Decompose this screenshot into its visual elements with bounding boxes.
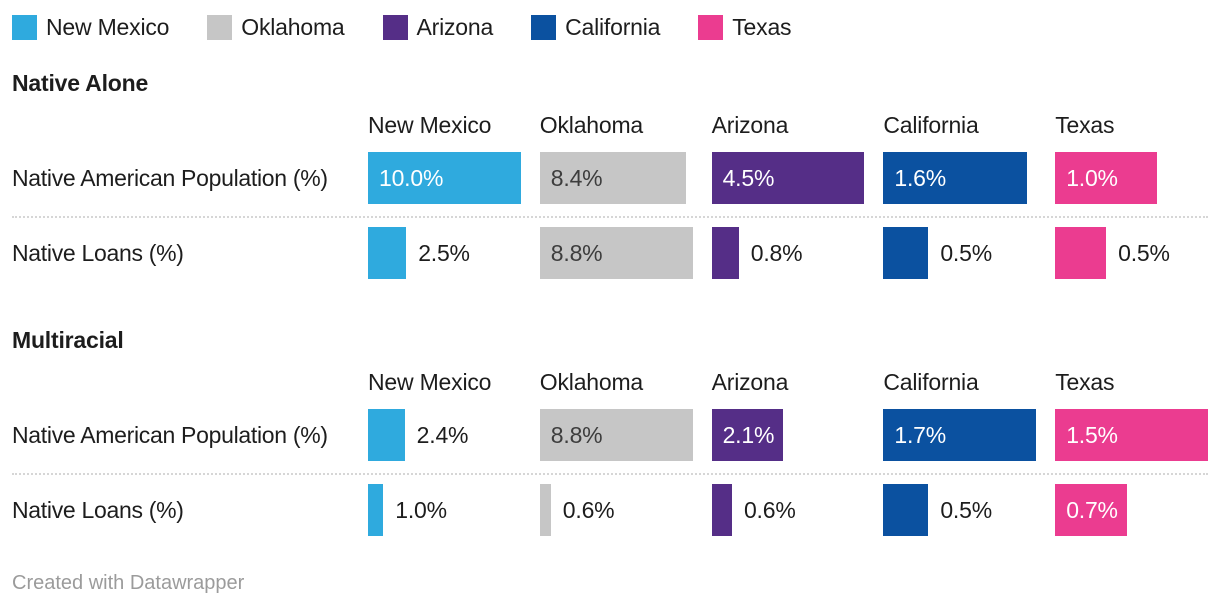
bar-value-label: 0.5% [1118,239,1170,266]
bar-value-label: 0.8% [750,239,803,266]
legend: New Mexico Oklahoma Arizona California T… [12,14,1208,40]
row-separator [12,216,1208,218]
bar: 8.4% [539,152,686,204]
legend-swatch-california [531,14,557,40]
row-label: Native American Population (%) [12,421,328,448]
bar: 2.1% [711,409,783,461]
bar-cell: 8.4% [539,152,693,204]
bar-cell: 0.5% [883,484,1036,536]
column-header: Texas [1055,112,1115,138]
bar: 4.5% [711,152,865,204]
bar [368,227,407,279]
bar-cell: 0.8% [711,227,865,279]
bar: 8.8% [539,409,693,461]
bar: 1.7% [883,409,1037,461]
legend-item-texas: Texas [698,14,792,40]
bar: 1.0% [1055,152,1158,204]
legend-item-new-mexico: New Mexico [12,14,169,40]
footer: Created with Datawrapper [12,572,1208,595]
bar [368,484,384,536]
column-header-row: New Mexico Oklahoma Arizona California T… [12,369,1208,396]
chart-row: Native American Population (%) 10.0% 8.4… [12,152,1208,204]
bar-value-label: 1.0% [395,496,447,523]
legend-label: California [565,14,661,40]
bar: 8.8% [539,227,693,279]
legend-item-arizona: Arizona [382,14,494,40]
legend-label: Oklahoma [241,14,345,40]
bar: 0.7% [1055,484,1127,536]
bar [711,227,739,279]
bar-value-label: 0.5% [940,239,992,266]
column-header: New Mexico [368,112,492,138]
datawrapper-credit-link[interactable]: Created with Datawrapper [12,572,245,594]
bar-value-label: 0.5% [940,496,992,523]
bar-cell: 8.8% [539,227,693,279]
bar [368,409,405,461]
bar-cell: 0.5% [1055,227,1208,279]
column-header: California [883,112,979,138]
column-header: New Mexico [368,369,492,395]
legend-label: New Mexico [46,14,170,40]
bar [711,484,732,536]
chart-row: Native Loans (%) 1.0% 0.6% 0.6% 0.5% 0.7… [12,484,1208,536]
legend-swatch-oklahoma [207,14,233,40]
section-title: Native Alone [12,70,149,96]
chart-row: Native American Population (%) 2.4% 8.8%… [12,409,1208,461]
legend-label: Texas [732,14,792,40]
section-multiracial: Multiracial New Mexico Oklahoma Arizona … [12,327,1208,536]
row-label: Native Loans (%) [12,239,184,266]
bar-cell: 0.7% [1055,484,1208,536]
legend-label: Arizona [416,14,494,40]
legend-item-oklahoma: Oklahoma [207,14,345,40]
bar [1055,227,1107,279]
column-header: Texas [1055,369,1115,395]
bar-value-label: 2.5% [418,239,470,266]
bar [883,484,929,536]
bar-cell: 0.6% [539,484,693,536]
bar-value-label: 2.4% [416,421,469,448]
bar-cell: 1.0% [1055,152,1208,204]
bar-cell: 2.1% [711,409,865,461]
bar-cell: 8.8% [539,409,693,461]
column-header: Arizona [711,369,789,395]
column-header: California [883,369,979,395]
legend-swatch-arizona [382,14,408,40]
column-header: Oklahoma [539,112,644,138]
bar [883,227,929,279]
section-native-alone: Native Alone New Mexico Oklahoma Arizona… [12,70,1208,279]
column-header: Oklahoma [539,369,644,395]
bar-value-label: 0.6% [743,496,796,523]
bar-cell: 1.0% [368,484,521,536]
bar: 1.6% [883,152,1028,204]
legend-swatch-texas [698,14,724,40]
bar-cell: 0.5% [883,227,1036,279]
bar-cell: 10.0% [368,152,521,204]
row-label: Native American Population (%) [12,164,328,191]
legend-swatch-new-mexico [12,14,37,40]
column-header: Arizona [711,112,789,138]
legend-item-california: California [531,14,660,40]
bar-cell: 4.5% [711,152,865,204]
section-title: Multiracial [12,327,124,353]
bar-cell: 1.6% [883,152,1036,204]
bar [539,484,551,536]
row-separator [12,473,1208,475]
bar-cell: 2.5% [368,227,521,279]
bar-value-label: 0.6% [562,496,615,523]
chart-row: Native Loans (%) 2.5% 8.8% 0.8% 0.5% 0.5… [12,227,1208,279]
bar: 1.5% [1055,409,1208,461]
chart-container: New Mexico Oklahoma Arizona California T… [12,14,1208,595]
bar-cell: 2.4% [368,409,521,461]
bar-cell: 1.5% [1055,409,1208,461]
column-header-row: New Mexico Oklahoma Arizona California T… [12,112,1208,139]
bar-cell: 1.7% [883,409,1037,461]
bar-cell: 0.6% [711,484,865,536]
bar: 10.0% [368,152,521,204]
row-label: Native Loans (%) [12,496,184,523]
